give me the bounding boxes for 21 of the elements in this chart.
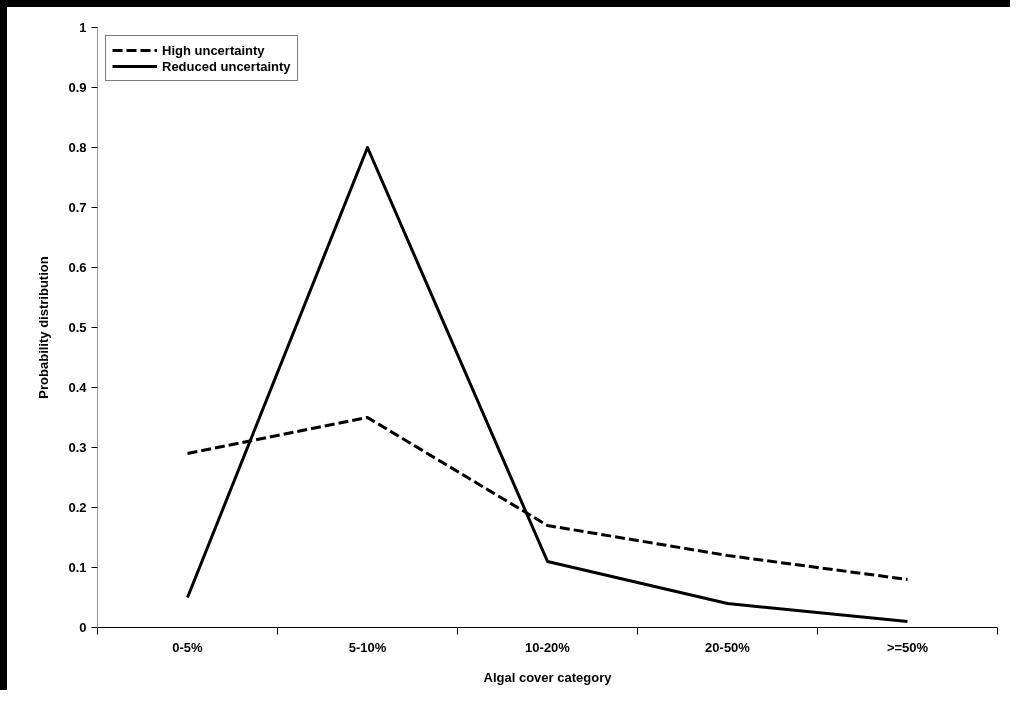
x-tick-label: 20-50%: [705, 639, 751, 655]
y-tick-label: 0.2: [68, 500, 87, 515]
y-tick-label: 0.4: [68, 380, 88, 395]
legend-label: Reduced uncertainty: [162, 58, 291, 74]
y-tick-label: 1: [79, 20, 87, 35]
x-axis-title: Algal cover category: [483, 669, 613, 685]
x-tick-label: 5-10%: [348, 639, 387, 655]
x-tick-label: 0-5%: [172, 639, 204, 655]
line-series: [186, 146, 909, 623]
x-tick-label: >=50%: [886, 639, 929, 655]
y-tick-label: 0.3: [68, 440, 87, 455]
y-tick-label: 0.7: [68, 200, 87, 215]
x-tick-label: 10-20%: [525, 639, 571, 655]
y-tick-label: 0.8: [68, 140, 87, 155]
y-tick-label: 0.9: [68, 80, 87, 95]
y-axis-title: Probability distribution: [36, 256, 52, 399]
y-tick-label: 0: [79, 620, 87, 635]
y-tick-label: 0.5: [68, 320, 87, 335]
y-tick-label: 0.6: [68, 260, 87, 275]
legend-label: High uncertainty: [162, 42, 265, 58]
y-tick-label: 0.1: [68, 560, 87, 575]
